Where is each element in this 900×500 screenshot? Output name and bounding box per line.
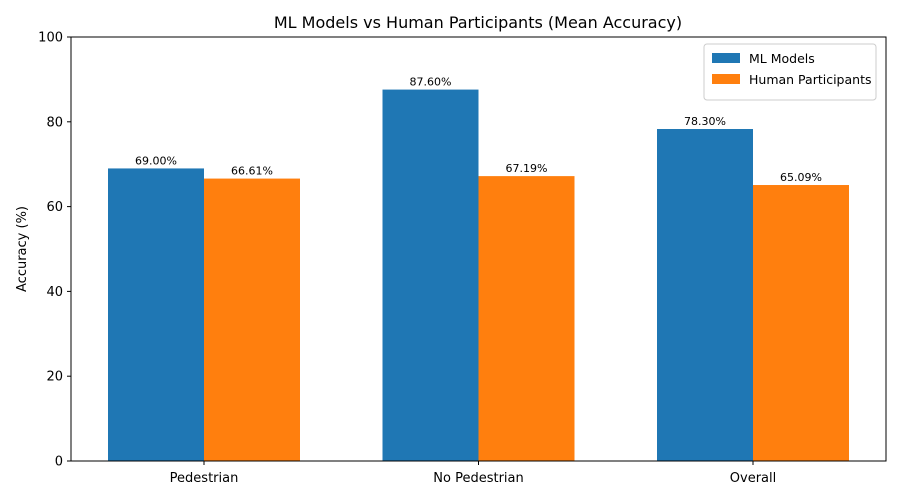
y-axis-label: Accuracy (%) (15, 206, 30, 292)
data-label: 65.09% (780, 171, 822, 184)
data-label: 67.19% (506, 162, 548, 175)
y-tick-label: 20 (46, 370, 63, 385)
y-tick-label: 40 (46, 285, 63, 300)
legend-label: ML Models (749, 51, 815, 66)
bar-human-participants-pedestrian (204, 178, 300, 461)
legend-swatch (712, 53, 740, 63)
bar-ml-models-no-pedestrian (382, 89, 479, 462)
plot-area: 69.00% 66.61% Pedestrian 87.60% 67.19% No Ped… (38, 31, 887, 486)
x-tick-label: Pedestrian (170, 471, 239, 486)
data-label: 87.60% (410, 76, 452, 89)
bar-human-participants-overall (753, 185, 849, 461)
data-label: 66.61% (231, 165, 273, 178)
legend-swatch (712, 74, 740, 84)
bar-ml-models-overall (657, 129, 753, 461)
chart-legend: ML Models Human Participants (703, 43, 877, 101)
bar-ml-models-pedestrian (108, 168, 204, 461)
legend-box (703, 43, 877, 101)
data-label: 69.00% (135, 154, 177, 167)
x-tick-label: Overall (730, 471, 776, 486)
y-tick-label: 80 (46, 115, 63, 130)
y-tick-label: 0 (55, 455, 63, 470)
y-tick-label: 60 (46, 200, 63, 215)
legend-label: Human Participants (749, 72, 871, 87)
y-tick-label: 100 (38, 31, 63, 46)
chart-title: ML Models vs Human Participants (Mean Ac… (274, 13, 682, 32)
x-tick-label: No Pedestrian (433, 471, 523, 486)
data-label: 78.30% (684, 115, 726, 128)
bar-human-participants-no-pedestrian (478, 176, 575, 462)
plot-frame (70, 36, 887, 462)
